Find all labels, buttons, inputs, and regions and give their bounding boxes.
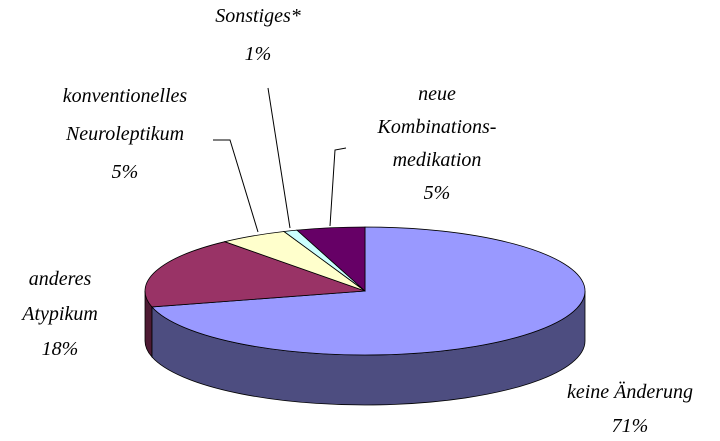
slice-label: neue Kombinations-medikation <box>377 83 497 171</box>
value-label: 1% <box>245 43 272 65</box>
leader-line <box>267 87 291 229</box>
slice-label: Sonstiges* <box>215 5 301 27</box>
leader-line <box>213 139 259 233</box>
value-label: 18% <box>42 338 79 360</box>
pie-slice <box>144 241 366 308</box>
value-label: 5% <box>112 161 139 183</box>
value-label: 71% <box>612 415 649 437</box>
slice-label: anderes Atypikum <box>20 268 98 325</box>
slice-label: konventionelles Neuroleptikum <box>63 85 188 145</box>
leader-line <box>329 147 347 227</box>
value-label: 5% <box>424 182 451 204</box>
slice-label: keine Änderung <box>567 380 693 403</box>
pie-slice <box>296 226 366 292</box>
pie-slice <box>151 226 586 356</box>
